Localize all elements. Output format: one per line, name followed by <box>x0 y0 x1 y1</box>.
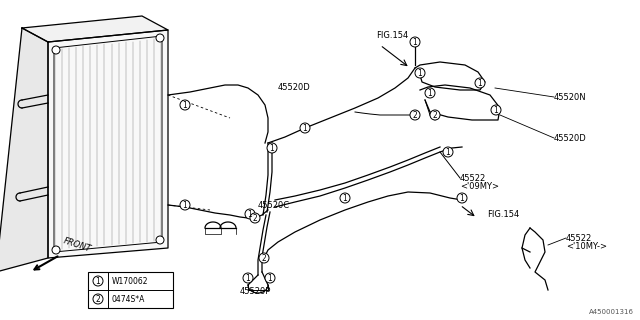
Text: FRONT: FRONT <box>62 236 92 254</box>
Text: 2: 2 <box>262 254 266 263</box>
Text: 45520C: 45520C <box>258 201 290 210</box>
Text: 1: 1 <box>269 144 275 153</box>
Text: 1: 1 <box>342 194 348 203</box>
Text: 1: 1 <box>182 201 188 210</box>
Circle shape <box>52 46 60 54</box>
Text: <'09MY>: <'09MY> <box>460 181 499 190</box>
Text: 1: 1 <box>493 106 499 115</box>
Circle shape <box>250 213 260 223</box>
Text: 45520N: 45520N <box>554 92 587 101</box>
Circle shape <box>259 253 269 263</box>
Circle shape <box>430 110 440 120</box>
Text: 1: 1 <box>246 274 250 283</box>
Circle shape <box>156 34 164 42</box>
Text: A450001316: A450001316 <box>589 309 634 315</box>
Text: W170062: W170062 <box>112 276 148 285</box>
Bar <box>88 272 173 308</box>
Text: 1: 1 <box>248 210 252 219</box>
Text: FIG.154: FIG.154 <box>376 30 408 39</box>
Text: 1: 1 <box>460 194 465 203</box>
Circle shape <box>300 123 310 133</box>
Circle shape <box>475 78 485 88</box>
Text: 1: 1 <box>477 79 483 88</box>
Text: 45520P: 45520P <box>240 286 271 295</box>
Text: 1: 1 <box>95 277 100 286</box>
Text: 2: 2 <box>95 295 100 304</box>
Circle shape <box>267 143 277 153</box>
Polygon shape <box>22 16 168 42</box>
Circle shape <box>245 209 255 219</box>
Text: 1: 1 <box>182 101 188 110</box>
Text: 45520D: 45520D <box>278 83 311 92</box>
Text: 1: 1 <box>428 89 433 98</box>
Text: <'10MY->: <'10MY-> <box>566 242 607 251</box>
Circle shape <box>410 37 420 47</box>
Circle shape <box>425 88 435 98</box>
Text: 2: 2 <box>433 111 437 120</box>
Circle shape <box>457 193 467 203</box>
Circle shape <box>415 68 425 78</box>
Circle shape <box>52 246 60 254</box>
Circle shape <box>93 276 103 286</box>
Text: 0474S*A: 0474S*A <box>112 294 145 303</box>
Circle shape <box>180 200 190 210</box>
Polygon shape <box>0 28 48 272</box>
Text: 45522: 45522 <box>566 234 592 243</box>
Circle shape <box>340 193 350 203</box>
Text: 2: 2 <box>413 111 417 120</box>
Circle shape <box>156 236 164 244</box>
Text: 45522: 45522 <box>460 173 486 182</box>
Circle shape <box>265 273 275 283</box>
Polygon shape <box>48 30 168 258</box>
Circle shape <box>410 110 420 120</box>
Text: 1: 1 <box>445 148 451 157</box>
Text: 1: 1 <box>303 124 307 133</box>
Text: 1: 1 <box>268 274 273 283</box>
Circle shape <box>491 105 501 115</box>
Text: 45520D: 45520D <box>554 133 587 142</box>
Text: FIG.154: FIG.154 <box>487 210 519 219</box>
Circle shape <box>243 273 253 283</box>
Text: 2: 2 <box>253 214 257 223</box>
Circle shape <box>443 147 453 157</box>
Text: 1: 1 <box>418 69 422 78</box>
Text: 1: 1 <box>413 38 417 47</box>
Circle shape <box>93 294 103 304</box>
Circle shape <box>180 100 190 110</box>
